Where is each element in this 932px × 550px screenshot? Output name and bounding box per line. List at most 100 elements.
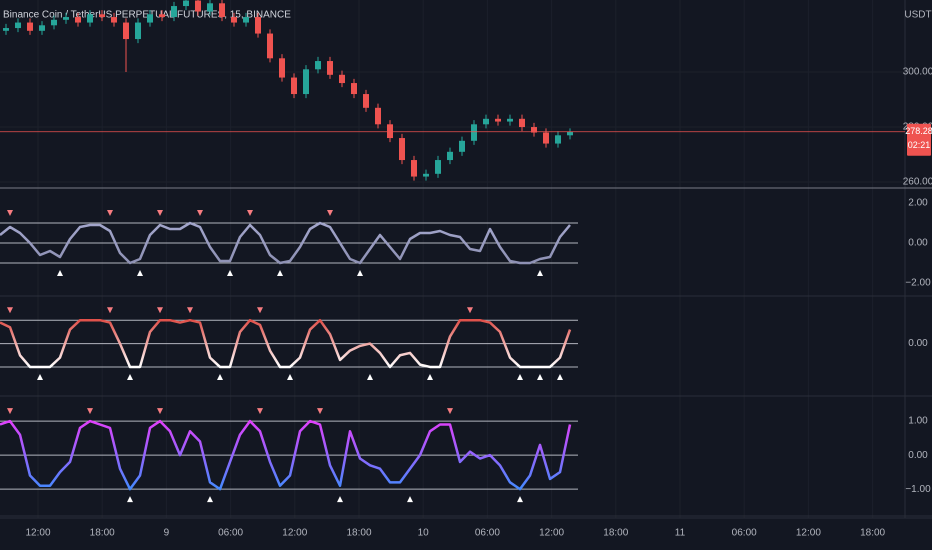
sell-signal: [257, 307, 263, 314]
candle-body: [519, 118, 525, 128]
price-tag-value: 278.28: [905, 126, 932, 136]
y-tick-label: 2.00: [908, 198, 928, 209]
candle-body: [219, 3, 225, 18]
candle-body: [495, 118, 501, 122]
y-tick-label: −2.00: [905, 278, 931, 289]
candle-body: [267, 33, 273, 59]
price-tag: [907, 123, 931, 156]
candle-body: [99, 14, 105, 18]
candle-body: [3, 28, 9, 31]
candle-body: [399, 138, 405, 161]
candle-body: [159, 14, 165, 18]
buy-signal: [357, 270, 363, 276]
candle-body: [231, 17, 237, 23]
time-label: 18:00: [860, 528, 885, 539]
buy-signal: [137, 270, 143, 276]
candle-body: [327, 61, 333, 75]
time-label: 18:00: [90, 528, 115, 539]
candle-body: [171, 6, 177, 18]
buy-signal: [517, 373, 523, 380]
candle-body: [147, 14, 153, 23]
sell-signal: [7, 408, 13, 415]
time-label: 12:00: [539, 528, 564, 539]
buy-signal: [517, 496, 523, 503]
candle-body: [447, 151, 453, 161]
buy-signal: [537, 270, 543, 276]
y-tick-label: 260.00: [903, 177, 932, 188]
price-tag-countdown: 02:21: [908, 140, 931, 150]
oscillator-line: [0, 419, 572, 491]
time-label: 18:00: [346, 528, 371, 539]
sell-signal: [257, 408, 263, 415]
sell-signal: [327, 210, 333, 216]
buy-signal: [427, 373, 433, 380]
buy-signal: [337, 496, 343, 503]
buy-signal: [407, 496, 413, 503]
candle-body: [363, 94, 369, 108]
time-label: 12:00: [25, 528, 50, 539]
sell-signal: [107, 210, 113, 216]
candle-body: [123, 22, 129, 40]
sell-signal: [317, 408, 323, 415]
candle-body: [303, 69, 309, 95]
buy-signal: [57, 270, 63, 276]
time-label: 10: [418, 528, 430, 539]
candle-body: [75, 17, 81, 23]
sell-signal: [157, 210, 163, 216]
time-label: 18:00: [603, 528, 628, 539]
buy-signal: [217, 373, 223, 380]
candle-body: [15, 22, 21, 29]
candle-body: [567, 131, 573, 136]
candle-body: [435, 160, 441, 174]
buy-signal: [367, 373, 373, 380]
y-tick-label: 0.00: [908, 450, 928, 461]
candle-body: [183, 0, 189, 7]
y-tick-label: 0.00: [908, 238, 928, 249]
buy-signal: [127, 496, 133, 503]
time-label: 06:00: [732, 528, 757, 539]
y-tick-label: −1.00: [905, 484, 931, 495]
candle-body: [207, 3, 213, 12]
unit-label: USDT: [904, 10, 931, 21]
oscillator-line: [0, 221, 571, 265]
buy-signal: [207, 496, 213, 503]
candle-body: [531, 127, 537, 133]
time-label: 12:00: [796, 528, 821, 539]
candle-body: [555, 135, 561, 144]
candle-body: [411, 160, 417, 177]
candle-body: [423, 173, 429, 177]
candle-body: [351, 83, 357, 95]
candle-body: [195, 0, 201, 12]
buy-signal: [37, 373, 43, 380]
sell-signal: [197, 210, 203, 216]
buy-signal: [277, 270, 283, 276]
candle-body: [279, 58, 285, 78]
time-label: 12:00: [282, 528, 307, 539]
oscillator-line: [0, 318, 572, 369]
candle-body: [387, 124, 393, 139]
time-label: 9: [164, 528, 170, 539]
sell-signal: [7, 210, 13, 216]
sell-signal: [157, 408, 163, 415]
candle-body: [135, 22, 141, 40]
candle-body: [243, 17, 249, 23]
sell-signal: [187, 307, 193, 314]
sell-signal: [87, 408, 93, 415]
buy-signal: [557, 373, 563, 380]
grid: [0, 0, 905, 518]
candle-body: [291, 77, 297, 95]
candle-body: [39, 25, 45, 31]
candle-body: [483, 118, 489, 125]
candle-body: [87, 14, 93, 23]
buy-signal: [227, 270, 233, 276]
candle-body: [543, 132, 549, 144]
time-label: 11: [675, 528, 686, 539]
candle-body: [315, 61, 321, 70]
candle-body: [255, 17, 261, 34]
y-tick-label: 1.00: [908, 416, 928, 427]
sell-signal: [157, 307, 163, 314]
buy-signal: [287, 373, 293, 380]
candle-body: [111, 17, 117, 23]
